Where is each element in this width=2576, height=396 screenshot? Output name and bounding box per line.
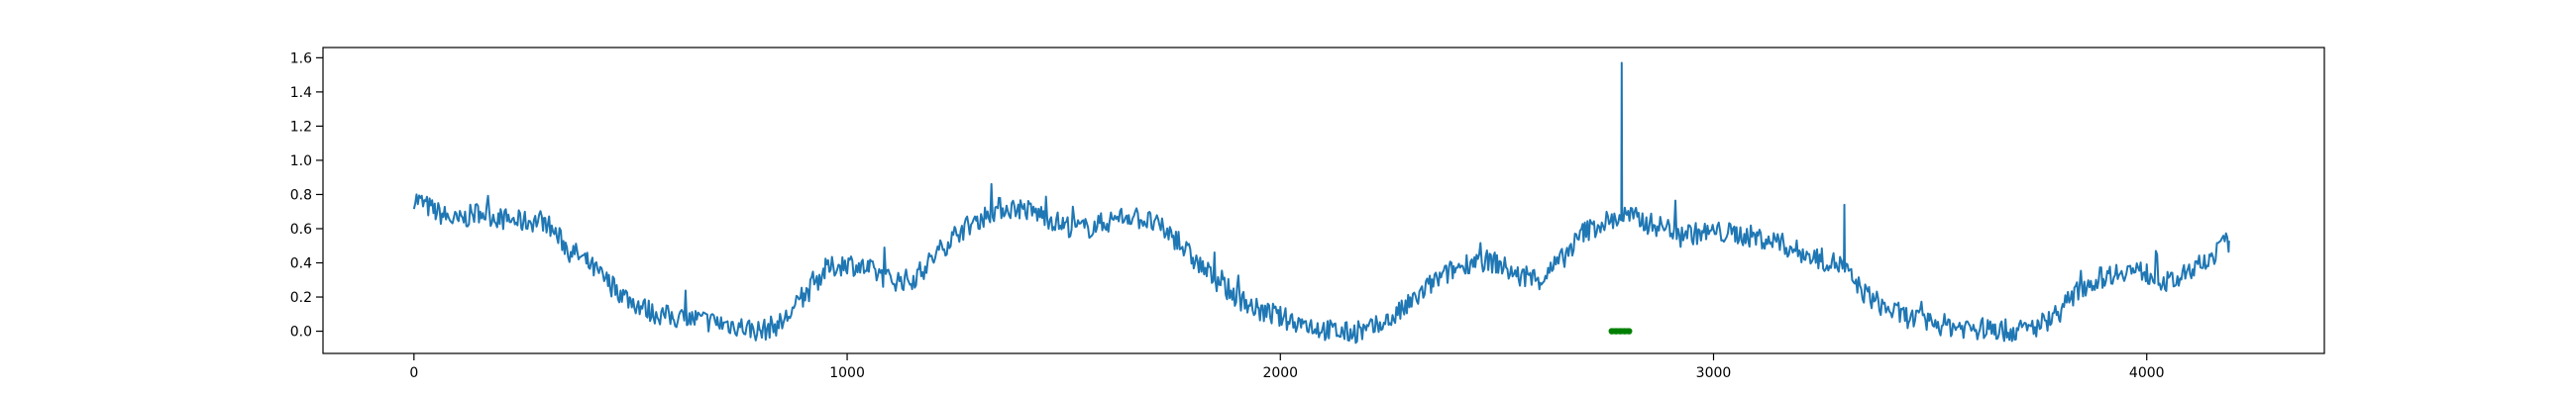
plot-area: [412, 61, 2230, 345]
series-line-signal: [412, 61, 2230, 345]
x-tick-label: 4000: [2129, 365, 2165, 381]
x-tick-label: 0: [409, 365, 418, 381]
y-tick-label: 0.6: [290, 222, 312, 238]
marker-point: [1612, 328, 1620, 335]
marker-point: [1626, 328, 1633, 335]
y-tick-label: 0.4: [290, 256, 312, 272]
marker-point: [1621, 328, 1629, 335]
y-tick-label: 0.8: [290, 187, 312, 203]
x-tick-label: 2000: [1262, 365, 1298, 381]
y-tick-label: 1.0: [290, 153, 312, 169]
y-tick-label: 0.0: [290, 325, 312, 341]
x-tick-label: 3000: [1696, 365, 1732, 381]
y-tick-label: 0.2: [290, 290, 312, 306]
y-tick-label: 1.4: [290, 85, 312, 101]
axes-frame: [322, 47, 2325, 354]
x-tick-label: 1000: [829, 365, 865, 381]
axes-ticks: 0 1000 2000 3000 4000 0.0 0.2 0.4 0.6 0.8 1.0 1.2 1.…: [290, 50, 2165, 381]
marker-point: [1617, 328, 1624, 335]
y-tick-label: 1.2: [290, 119, 312, 135]
marker-point: [1608, 328, 1615, 335]
y-tick-label: 1.6: [290, 50, 312, 66]
